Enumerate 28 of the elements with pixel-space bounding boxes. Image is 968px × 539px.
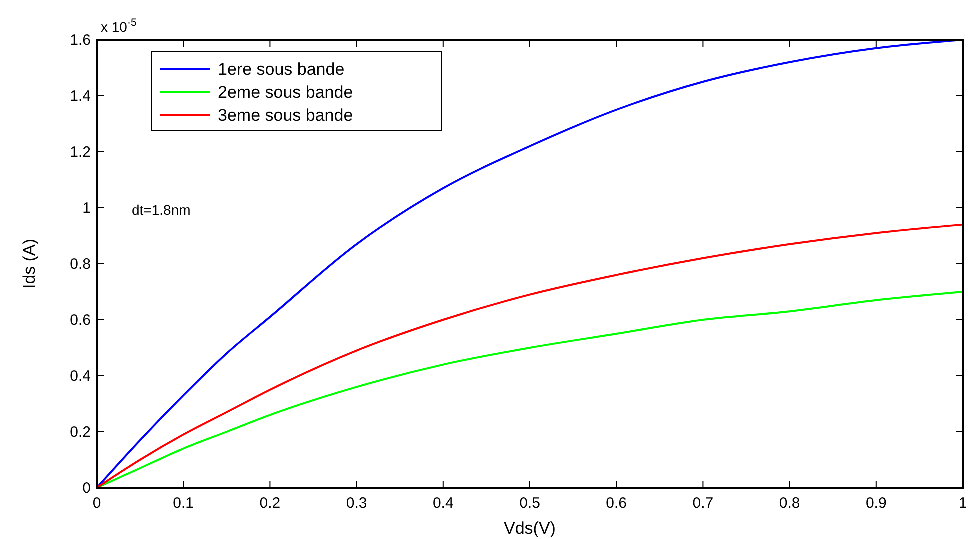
x-axis-title: Vds(V) [504,519,556,538]
legend-label: 1ere sous bande [218,60,345,79]
text: x 10$^{-5}$ [101,17,137,35]
y-tick-label: 0.8 [70,256,91,273]
x-tick-label: 0.1 [173,495,194,512]
x-tick-label: 0.9 [866,495,887,512]
y-tick-label: 1.6 [70,32,91,49]
x-tick-label: 0.6 [606,495,628,512]
x-tick-label: 0.2 [260,495,281,512]
y-tick-label: 0 [82,480,91,497]
y-tick-label: 1 [82,200,91,217]
x-tick-label: 0.8 [779,495,800,512]
x-tick-label: 0.4 [432,495,454,512]
legend-label: 2eme sous bande [218,83,354,102]
y-tick-label: 0.6 [70,312,91,329]
line-series [96,224,964,489]
y-tick-label: 0.4 [70,368,91,385]
y-tick-label: 1.2 [70,144,91,161]
y-tick-label: 0.2 [70,424,91,441]
x-tick-label: 0.3 [346,495,368,512]
annotation: dt=1.8nm [132,202,191,218]
x-tick-label: 1 [958,495,968,512]
line-series [96,39,964,489]
legend-label: 3eme sous bande [218,106,354,125]
y-axis-title: Ids (A) [20,238,39,290]
y-tick-label: 1.4 [70,88,91,105]
x-tick-label: 0.7 [692,495,714,512]
x-tick-label: 0.5 [520,495,540,512]
